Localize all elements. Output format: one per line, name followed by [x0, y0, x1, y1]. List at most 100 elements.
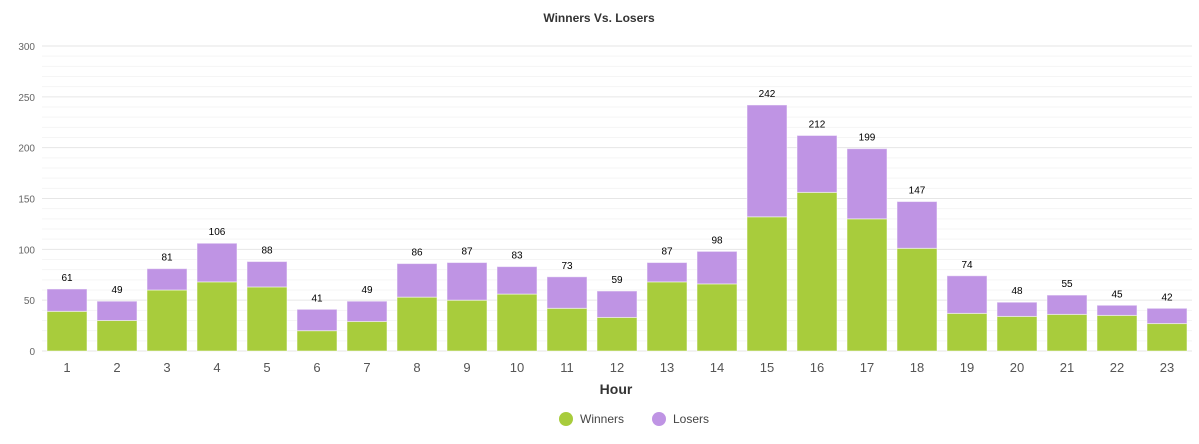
total-data-label: 55 — [1061, 279, 1073, 290]
x-tick-label: 7 — [363, 360, 370, 375]
x-tick-label: 10 — [510, 360, 524, 375]
x-tick-label: 21 — [1060, 360, 1074, 375]
bar-losers-17[interactable] — [846, 148, 888, 220]
bar-losers-12[interactable] — [596, 290, 638, 318]
bar-winners-3[interactable] — [146, 289, 188, 352]
total-data-label: 74 — [961, 260, 973, 271]
bar-losers-4[interactable] — [196, 242, 238, 283]
bar-losers-1[interactable] — [46, 288, 88, 312]
bar-losers-21[interactable] — [1046, 294, 1088, 315]
x-axis-label: Hour — [600, 381, 633, 397]
x-tick-label: 6 — [313, 360, 320, 375]
total-data-label: 86 — [411, 248, 423, 259]
total-data-label: 48 — [1011, 286, 1023, 297]
y-tick-label: 300 — [18, 42, 35, 53]
legend-label-losers: Losers — [673, 412, 709, 426]
total-data-label: 41 — [311, 293, 323, 304]
bar-losers-20[interactable] — [996, 301, 1038, 317]
bar-losers-5[interactable] — [246, 261, 288, 288]
bar-losers-18[interactable] — [896, 201, 938, 249]
x-tick-label: 17 — [860, 360, 874, 375]
bar-winners-23[interactable] — [1146, 323, 1188, 352]
total-data-label: 88 — [261, 246, 273, 257]
bar-winners-15[interactable] — [746, 216, 788, 352]
bar-winners-18[interactable] — [896, 247, 938, 352]
x-tick-label: 9 — [463, 360, 470, 375]
total-data-label: 81 — [161, 253, 173, 264]
total-data-label: 242 — [759, 89, 776, 100]
bar-winners-13[interactable] — [646, 281, 688, 352]
x-tick-label: 18 — [910, 360, 924, 375]
bar-losers-15[interactable] — [746, 104, 788, 218]
bar-winners-9[interactable] — [446, 299, 488, 352]
x-tick-label: 20 — [1010, 360, 1024, 375]
x-tick-label: 22 — [1110, 360, 1124, 375]
total-data-label: 49 — [111, 285, 123, 296]
bar-winners-5[interactable] — [246, 286, 288, 352]
bar-winners-22[interactable] — [1096, 314, 1138, 352]
bar-losers-14[interactable] — [696, 250, 738, 285]
bar-losers-16[interactable] — [796, 134, 838, 193]
x-tick-label: 8 — [413, 360, 420, 375]
x-tick-label: 23 — [1160, 360, 1174, 375]
bar-losers-13[interactable] — [646, 262, 688, 283]
total-data-label: 147 — [909, 186, 926, 197]
legend-marker-winners — [559, 412, 573, 426]
total-data-label: 106 — [209, 227, 226, 238]
x-tick-label: 15 — [760, 360, 774, 375]
bar-losers-6[interactable] — [296, 308, 338, 332]
x-tick-label: 13 — [660, 360, 674, 375]
bar-winners-17[interactable] — [846, 218, 888, 352]
total-data-label: 73 — [561, 261, 573, 272]
bar-losers-8[interactable] — [396, 263, 438, 298]
x-tick-label: 4 — [213, 360, 220, 375]
bar-winners-12[interactable] — [596, 316, 638, 352]
legend-item-losers[interactable]: Losers — [652, 412, 709, 426]
bar-winners-16[interactable] — [796, 191, 838, 352]
bar-winners-10[interactable] — [496, 293, 538, 352]
total-data-label: 212 — [809, 119, 826, 130]
bar-losers-23[interactable] — [1146, 307, 1188, 325]
total-data-label: 87 — [461, 247, 473, 258]
bar-losers-19[interactable] — [946, 275, 988, 314]
y-tick-label: 50 — [24, 296, 36, 307]
total-data-label: 87 — [661, 247, 673, 258]
y-tick-label: 200 — [18, 144, 35, 155]
x-tick-label: 5 — [263, 360, 270, 375]
y-tick-label: 100 — [18, 245, 35, 256]
bar-winners-21[interactable] — [1046, 313, 1088, 352]
bar-winners-7[interactable] — [346, 321, 388, 352]
bar-winners-4[interactable] — [196, 281, 238, 352]
bar-losers-10[interactable] — [496, 266, 538, 295]
bar-losers-9[interactable] — [446, 262, 488, 301]
bar-winners-8[interactable] — [396, 296, 438, 352]
bar-losers-7[interactable] — [346, 300, 388, 323]
bar-losers-3[interactable] — [146, 268, 188, 291]
bar-losers-11[interactable] — [546, 276, 588, 309]
bar-losers-2[interactable] — [96, 300, 138, 321]
total-data-label: 199 — [859, 133, 876, 144]
bar-winners-2[interactable] — [96, 320, 138, 352]
chart-title: Winners Vs. Losers — [543, 11, 655, 25]
x-tick-label: 16 — [810, 360, 824, 375]
y-tick-label: 150 — [18, 195, 35, 206]
legend-label-winners: Winners — [580, 412, 624, 426]
x-tick-label: 19 — [960, 360, 974, 375]
x-tick-label: 1 — [63, 360, 70, 375]
y-tick-label: 0 — [29, 347, 35, 358]
legend-item-winners[interactable]: Winners — [559, 412, 624, 426]
x-tick-label: 14 — [710, 360, 724, 375]
bar-winners-14[interactable] — [696, 283, 738, 352]
bar-winners-6[interactable] — [296, 330, 338, 352]
bar-losers-22[interactable] — [1096, 304, 1138, 316]
bar-winners-19[interactable] — [946, 312, 988, 352]
bar-winners-20[interactable] — [996, 315, 1038, 352]
bar-winners-11[interactable] — [546, 307, 588, 352]
x-tick-label: 2 — [113, 360, 120, 375]
legend-marker-losers — [652, 412, 666, 426]
x-tick-label: 3 — [163, 360, 170, 375]
total-data-label: 61 — [61, 273, 73, 284]
bar-winners-1[interactable] — [46, 310, 88, 352]
total-data-label: 49 — [361, 285, 373, 296]
